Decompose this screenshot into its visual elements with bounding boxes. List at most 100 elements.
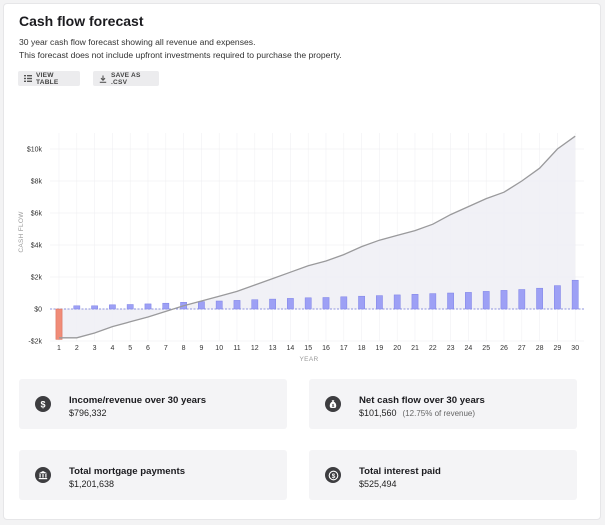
description-line-1: 30 year cash flow forecast showing all r…: [19, 37, 256, 47]
x-tick-label: 18: [358, 345, 366, 352]
save-csv-label: SAVE AS .CSV: [111, 71, 141, 86]
svg-text:$: $: [332, 403, 335, 408]
x-tick-label: 24: [465, 345, 473, 352]
svg-text:$: $: [40, 399, 45, 409]
x-tick-label: 9: [199, 345, 203, 352]
x-tick-label: 1: [57, 345, 61, 352]
x-tick-label: 7: [164, 345, 168, 352]
cash-flow-bar: [500, 290, 508, 310]
y-tick-label: $2k: [31, 275, 43, 282]
cash-flow-bar: [376, 295, 383, 310]
x-tick-label: 17: [340, 345, 348, 352]
cash-flow-bar: [198, 301, 205, 310]
description-line-2: This forecast does not include upfront i…: [19, 50, 342, 60]
cash-flow-bar: [518, 289, 526, 310]
svg-text:$: $: [331, 472, 335, 479]
x-tick-label: 10: [215, 345, 223, 352]
cash-flow-bar: [322, 297, 330, 310]
y-tick-label: -$2k: [28, 339, 42, 346]
cash-flow-bar: [233, 300, 241, 310]
view-table-label: VIEW TABLE: [36, 71, 59, 86]
stat-label: Net cash flow over 30 years: [359, 395, 485, 406]
x-tick-label: 23: [447, 345, 455, 352]
y-tick-label: $8k: [31, 179, 43, 186]
cash-flow-area: [59, 136, 576, 338]
cash-flow-bar: [251, 299, 259, 310]
x-tick-label: 14: [287, 345, 295, 352]
cash-flow-bar: [269, 298, 276, 310]
money-bag-icon: $: [325, 396, 341, 412]
stat-value-row: $101,560 (12.75% of revenue): [359, 408, 475, 418]
stat-income: $ Income/revenue over 30 years $796,332: [19, 379, 287, 429]
x-tick-label: 21: [411, 345, 419, 352]
y-tick-label: $0: [34, 307, 42, 314]
cash-flow-bar: [304, 297, 312, 310]
save-csv-button[interactable]: SAVE AS .CSV: [93, 71, 159, 86]
x-tick-label: 11: [233, 345, 240, 352]
x-tick-label: 22: [429, 345, 437, 352]
cash-flow-bar: [429, 293, 437, 310]
x-tick-label: 6: [146, 345, 150, 352]
table-icon: [24, 75, 32, 82]
stat-subtext: (12.75% of revenue): [402, 409, 476, 418]
stat-label: Total mortgage payments: [69, 466, 186, 477]
x-tick-label: 29: [554, 345, 562, 352]
cash-flow-bar: [144, 303, 152, 310]
cash-flow-bar: [411, 294, 419, 310]
x-tick-label: 25: [482, 345, 490, 352]
cash-flow-bar: [162, 302, 170, 310]
bank-icon: [35, 467, 51, 483]
x-tick-label: 27: [518, 345, 526, 352]
dollar-icon: $: [35, 396, 51, 412]
cash-flow-bar: [554, 285, 561, 310]
cash-flow-bar: [571, 279, 579, 310]
x-tick-label: 28: [536, 345, 544, 352]
x-tick-label: 16: [322, 345, 330, 352]
cash-flow-bar: [215, 300, 223, 310]
y-tick-label: $4k: [31, 243, 43, 250]
x-tick-label: 19: [376, 345, 384, 352]
x-tick-label: 13: [269, 345, 277, 352]
x-tick-label: 4: [110, 345, 114, 352]
cash-flow-bar: [447, 292, 454, 310]
page-title: Cash flow forecast: [19, 13, 144, 29]
cumulative-line: [59, 135, 576, 339]
y-axis-title: CASH FLOW: [18, 211, 25, 253]
cash-flow-bar: [482, 291, 490, 310]
cash-flow-bar: [91, 305, 98, 310]
x-tick-label: 30: [571, 345, 579, 352]
y-tick-label: $6k: [31, 211, 43, 218]
cash-flow-bar: [126, 304, 134, 310]
stat-value: $525,494: [359, 479, 397, 489]
y-tick-label: $10k: [27, 147, 43, 154]
cash-flow-bar: [287, 298, 294, 310]
x-tick-label: 8: [182, 345, 186, 352]
stat-mortgage-payments: Total mortgage payments $1,201,638: [19, 450, 287, 500]
cash-flow-bar: [465, 292, 472, 310]
x-tick-label: 5: [128, 345, 132, 352]
coin-icon: $: [325, 467, 341, 483]
stat-label: Income/revenue over 30 years: [69, 395, 207, 406]
stat-label: Total interest paid: [359, 466, 441, 477]
stat-value: $796,332: [69, 408, 107, 418]
cash-flow-bar: [55, 308, 63, 340]
x-tick-label: 20: [393, 345, 401, 352]
cash-flow-bar: [109, 304, 116, 310]
x-tick-label: 26: [500, 345, 508, 352]
stat-value: $1,201,638: [69, 479, 115, 489]
cash-flow-bar: [358, 295, 365, 310]
cash-flow-bar: [393, 294, 401, 310]
x-tick-label: 3: [93, 345, 97, 352]
x-tick-label: 2: [75, 345, 79, 352]
download-icon: [99, 75, 107, 83]
cash-flow-bar: [340, 296, 348, 310]
stat-value: $101,560: [359, 408, 397, 418]
x-tick-label: 15: [304, 345, 312, 352]
stat-interest-paid: $ Total interest paid $525,494: [309, 450, 577, 500]
x-tick-label: 12: [251, 345, 259, 352]
x-axis-title: YEAR: [300, 356, 319, 363]
cash-flow-bar: [73, 305, 81, 310]
view-table-button[interactable]: VIEW TABLE: [18, 71, 80, 86]
cash-flow-bar: [536, 287, 543, 310]
